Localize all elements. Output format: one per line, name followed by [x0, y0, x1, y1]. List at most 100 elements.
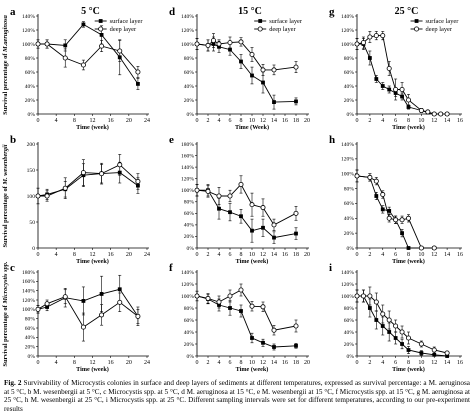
data-point-square — [228, 306, 232, 310]
y-tick-label: 40% — [344, 330, 355, 336]
data-point-circle — [405, 215, 411, 221]
y-axis-title-prefix: Survival percentage of — [2, 185, 9, 248]
data-point-circle — [399, 329, 405, 335]
data-point-square — [250, 73, 254, 78]
data-point-circle — [399, 87, 405, 93]
y-tick-label: 20% — [184, 342, 195, 348]
panel-letter: c — [10, 262, 15, 274]
data-point-circle — [260, 205, 266, 211]
data-point-circle — [444, 111, 450, 117]
data-point-circle — [367, 293, 373, 299]
data-point-square — [445, 354, 450, 358]
x-tick-label: 0 — [196, 252, 199, 258]
x-tick-label: 8 — [407, 118, 410, 124]
data-point-square — [81, 22, 86, 27]
x-tick-label: 10 — [249, 118, 255, 124]
legend-marker-circle — [257, 26, 263, 32]
y-tick-label: 40% — [184, 84, 195, 90]
data-point-square — [387, 87, 392, 92]
data-point-circle — [135, 178, 141, 184]
x-tick-label: 12 — [90, 360, 96, 366]
x-tick-label: 8 — [240, 252, 243, 258]
y-tick-label: 80% — [25, 56, 36, 62]
legend-label-deep: deep layer — [269, 26, 296, 33]
x-tick-label: 20 — [304, 360, 310, 366]
x-tick-label: 6 — [394, 360, 397, 366]
data-point-circle — [216, 41, 222, 47]
x-tick-label: 6 — [229, 252, 232, 258]
y-tick-label: 100% — [181, 188, 194, 194]
y-tick-label: 200 — [27, 142, 36, 148]
data-point-circle — [210, 38, 216, 44]
x-tick-label: 6 — [394, 252, 397, 258]
y-tick-label: 80% — [344, 306, 355, 312]
x-tick-label: 14 — [271, 118, 277, 124]
x-tick-label: 8 — [73, 252, 76, 258]
x-tick-label: 6 — [229, 360, 232, 366]
data-point-circle — [418, 341, 424, 347]
data-point-circle — [99, 312, 105, 318]
y-tick-label: 180% — [181, 142, 194, 148]
data-point-circle — [135, 69, 141, 75]
chart-panel-d: 0% 20% 40% 60% 80% 100% 120% 140% 0 2 4 6 8 10 12 14 16 1… — [169, 6, 310, 131]
chart-panel-a: 0% 20% 40% 60% 80% 100% 120% 140% 0 4 8 12 16 20 24 Tim… — [2, 6, 150, 131]
series-deep-layer — [354, 169, 437, 251]
data-point-circle — [438, 111, 444, 117]
x-tick-label: 16 — [457, 252, 463, 258]
x-tick-label: 8 — [240, 360, 243, 366]
y-tick-label: 20% — [184, 98, 195, 104]
data-point-circle — [117, 299, 123, 305]
chart-panel-h: 0% 20% 40% 60% 80% 100% 120% 140% 0 2 4 6 8 10 12 14 16 T… — [329, 134, 463, 265]
series-deep-layer — [194, 33, 299, 76]
series-line — [356, 175, 435, 249]
data-point-circle — [194, 187, 200, 193]
data-point-square — [272, 235, 276, 240]
data-point-circle — [135, 313, 141, 319]
x-tick-label: 0 — [356, 252, 359, 258]
x-tick-label: 16 — [108, 360, 114, 366]
y-tick-label: 40% — [344, 84, 355, 90]
data-point-circle — [35, 306, 41, 312]
series-line — [357, 43, 448, 115]
y-tick-label: 140% — [341, 14, 354, 20]
y-tick-label: 80% — [25, 316, 36, 322]
x-tick-label: 12 — [431, 252, 437, 258]
x-axis-title: Time (week) — [236, 366, 269, 373]
data-point-circle — [80, 62, 86, 68]
data-point-circle — [425, 109, 431, 115]
series-surface-layer — [355, 289, 450, 358]
y-axis-title: Survival percentage of M. wesenbergii — [2, 144, 9, 247]
data-point-circle — [386, 215, 392, 221]
y-tick-label: 80% — [184, 306, 195, 312]
x-tick-label: 12 — [90, 252, 96, 258]
data-point-circle — [431, 245, 437, 251]
data-point-circle — [271, 222, 277, 228]
legend-marker-circle — [98, 26, 104, 32]
y-tick-label: 40% — [184, 330, 195, 336]
series-line — [37, 296, 139, 328]
x-tick-label: 20 — [126, 360, 132, 366]
chart-panel-g: 0% 20% 40% 60% 80% 100% 120% 140% 0 2 4 6 8 10 12 14 16 T… — [329, 6, 463, 131]
data-point-square — [400, 231, 404, 236]
x-tick-label: 14 — [444, 118, 450, 124]
series-line — [356, 35, 448, 115]
data-point-square — [217, 206, 221, 211]
data-point-circle — [393, 87, 399, 93]
series-line — [196, 295, 297, 348]
x-tick-label: 8 — [407, 360, 410, 366]
caption-figure-number: Fig. 2 — [4, 379, 22, 387]
x-tick-label: 24 — [144, 360, 150, 366]
data-point-square — [239, 309, 243, 313]
x-tick-label: 16 — [282, 118, 288, 124]
x-tick-label: 14 — [444, 360, 450, 366]
data-point-circle — [62, 55, 68, 61]
y-tick-label: 100% — [341, 172, 354, 178]
x-tick-label: 20 — [304, 118, 310, 124]
data-point-circle — [293, 64, 299, 70]
data-point-square — [419, 351, 424, 355]
series-surface-layer — [195, 184, 298, 244]
series-surface-layer — [355, 169, 437, 250]
x-tick-label: 12 — [431, 118, 437, 124]
x-axis-title: Time (week) — [76, 124, 109, 131]
